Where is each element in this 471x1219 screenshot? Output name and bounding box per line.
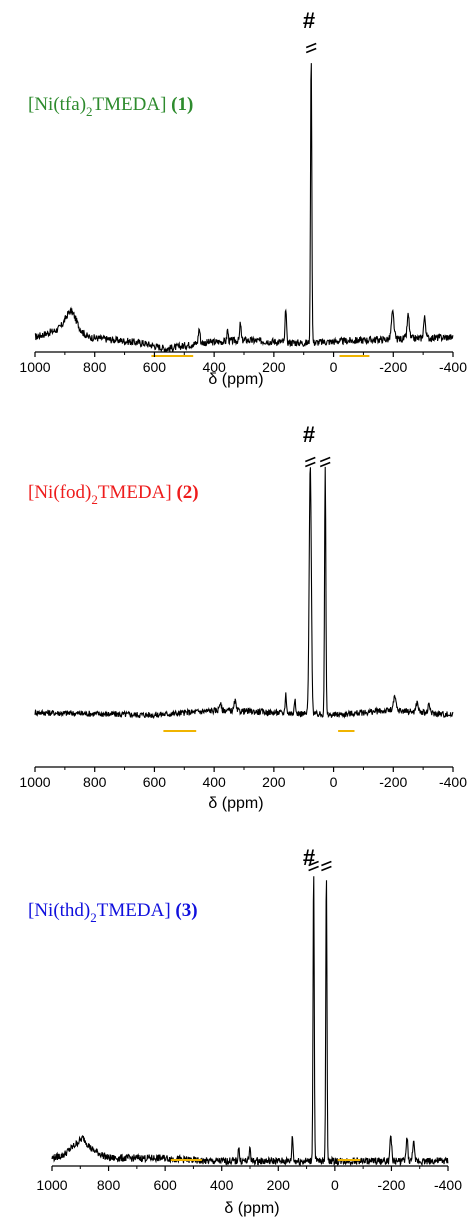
x-axis-title-3: δ (ppm) [224,1200,279,1217]
panel-1: [Ni(tfa)2TMEDA] (1) # 1000 800 600 400 200 0 -… [19,8,467,388]
x-tick-label: 200 [267,1177,291,1193]
compound-label-3: [Ni(thd)2TMEDA] (3) [28,900,198,925]
x-tick-label: 800 [97,1177,121,1193]
spectrum-2: 1000 800 600 400 200 0 -200 -400 [19,456,467,790]
compound-label-2: [Ni(fod)2TMEDA] (2) [28,482,199,507]
x-tick-label: -400 [439,359,467,375]
panel-3: [Ni(thd)2TMEDA] (3) # 1000 800 600 400 200 0 -… [28,845,462,1217]
x-tick-label: 1000 [19,774,50,790]
annotation-hash-1: # [303,8,315,33]
x-tick-label: -200 [377,1177,405,1193]
spectrum-3: 1000 800 600 400 200 0 -200 -400 [36,860,462,1193]
x-tick-label: 0 [330,359,338,375]
x-tick-label: -200 [379,359,407,375]
peak-break-marker [321,860,332,872]
x-tick-label: 400 [202,774,226,790]
x-tick-label: 600 [143,774,167,790]
x-tick-label: 600 [153,1177,177,1193]
x-tick-label: 800 [83,359,107,375]
spectrum-1: 1000 800 600 400 200 0 -200 -400 [19,42,467,375]
panel-2: [Ni(fod)2TMEDA] (2) # 1000 800 600 400 200 0 -… [19,422,467,812]
peak-break-marker [305,456,316,468]
x-tick-label: 800 [83,774,107,790]
peak-break-marker [319,456,331,468]
x-tick-label: 600 [143,359,167,375]
x-tick-label: 1000 [19,359,50,375]
x-axis-title-2: δ (ppm) [208,795,263,812]
compound-label-1: [Ni(tfa)2TMEDA] (1) [28,94,193,119]
x-tick-label: 400 [202,359,226,375]
x-axis-title-1: δ (ppm) [208,371,263,388]
x-tick-label: 0 [331,1177,339,1193]
x-tick-label: -200 [379,774,407,790]
peak-break-marker [308,860,319,872]
x-tick-label: 1000 [36,1177,67,1193]
x-tick-label: 400 [210,1177,234,1193]
annotation-hash-3: # [303,845,315,870]
peak-break-marker [305,42,317,54]
x-tick-label: 0 [330,774,338,790]
spectrum-trace-3 [51,876,449,1167]
x-tick-label: -400 [439,774,467,790]
x-tick-label: 200 [262,359,286,375]
annotation-hash-2: # [303,422,315,447]
x-tick-label: -400 [434,1177,462,1193]
x-tick-label: 200 [262,774,286,790]
spectrum-trace-2 [34,466,454,720]
spectrum-trace-1 [34,63,454,353]
